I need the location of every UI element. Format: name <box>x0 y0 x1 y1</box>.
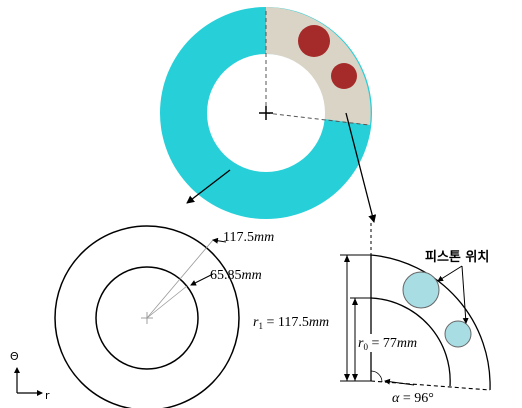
radial-dashed-line-angled <box>265 112 370 126</box>
r0-arrow-down <box>352 374 358 381</box>
bottom-left-dimension-view: 117.5mm 65.85mm <box>54 225 274 408</box>
piston-circle-large <box>402 271 440 309</box>
sector-detail-view: 피스톤 위치 r1 = 117.5mm r0 = 77mm α = 96° <box>252 223 491 406</box>
alpha-angle-arc <box>370 370 383 383</box>
outer-dimension-label: 117.5mm <box>223 230 274 245</box>
r1-label-background <box>252 313 346 331</box>
inner-radius-line <box>146 285 188 319</box>
sector-bottom-edge <box>370 380 491 391</box>
r0-arrow-up <box>352 298 358 305</box>
inner-circle <box>95 266 199 370</box>
piston-circle-top <box>298 25 330 57</box>
alpha-leader <box>384 378 415 386</box>
axis-indicator: Θ r <box>10 350 50 402</box>
r0-label: r0 = 77mm <box>358 336 417 352</box>
top-cross-section <box>160 7 372 219</box>
center-cross <box>259 106 273 120</box>
r1-label: r1 = 117.5mm <box>253 315 329 331</box>
outer-circle <box>54 225 240 408</box>
r1-arrow-up <box>344 255 350 262</box>
sector-outer-arc <box>370 254 491 391</box>
theta-axis-label: Θ <box>10 350 19 363</box>
outer-radius-line <box>146 239 214 319</box>
outer-dim-leader <box>212 237 227 244</box>
piston-leader-1 <box>437 265 463 282</box>
leader-arrow-left <box>186 169 231 204</box>
inner-dim-leader <box>190 273 214 286</box>
r1-arrow-down <box>344 374 350 381</box>
piston-sector <box>266 7 371 125</box>
r-axis-label: r <box>45 389 50 402</box>
alpha-label: α = 96° <box>392 391 434 406</box>
piston-leader-2 <box>461 265 469 324</box>
inner-dimension-label: 65.85mm <box>210 268 262 283</box>
r0-label-background <box>358 334 434 352</box>
piston-circle-bottom <box>331 63 357 89</box>
piston-circle-small <box>444 320 472 348</box>
piston-position-label: 피스톤 위치 <box>425 249 489 265</box>
sector-inner-arc <box>370 297 451 387</box>
leader-arrow-right <box>345 112 377 223</box>
